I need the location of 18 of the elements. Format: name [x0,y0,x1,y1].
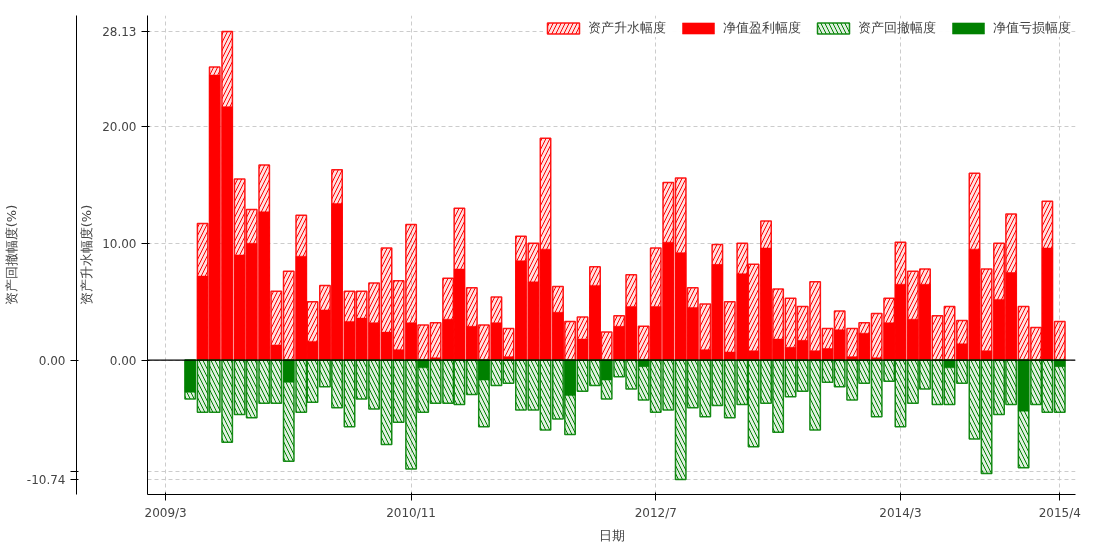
x-tick-label: 2010/11 [386,505,437,520]
x-tick-label: 2012/7 [634,505,677,520]
x-tick-label: 2015/4 [1038,505,1081,520]
legend-label: 净值盈利幅度 [723,19,801,37]
y-axis-title: 资产升水幅度(%) [79,204,95,306]
x-axis-title: 日期 [598,527,625,543]
y2-tick-label: -10.74 [26,472,66,487]
y-tick-label: 0.00 [109,353,137,368]
x-tick-label: 2009/3 [144,505,187,520]
legend-label: 资产升水幅度 [588,19,666,37]
legend-label: 净值亏损幅度 [993,19,1071,37]
y-tick-label: 10.00 [102,236,137,251]
y2-tick-label: 0.00 [38,353,66,368]
y-tick-label: 28.13 [102,25,137,40]
x-tick-label: 2014/3 [879,505,922,520]
legend-label: 资产回撤幅度 [858,19,936,37]
y-tick-label: 20.00 [102,119,137,134]
y2-axis-title: 资产回撤幅度(%) [3,204,19,306]
